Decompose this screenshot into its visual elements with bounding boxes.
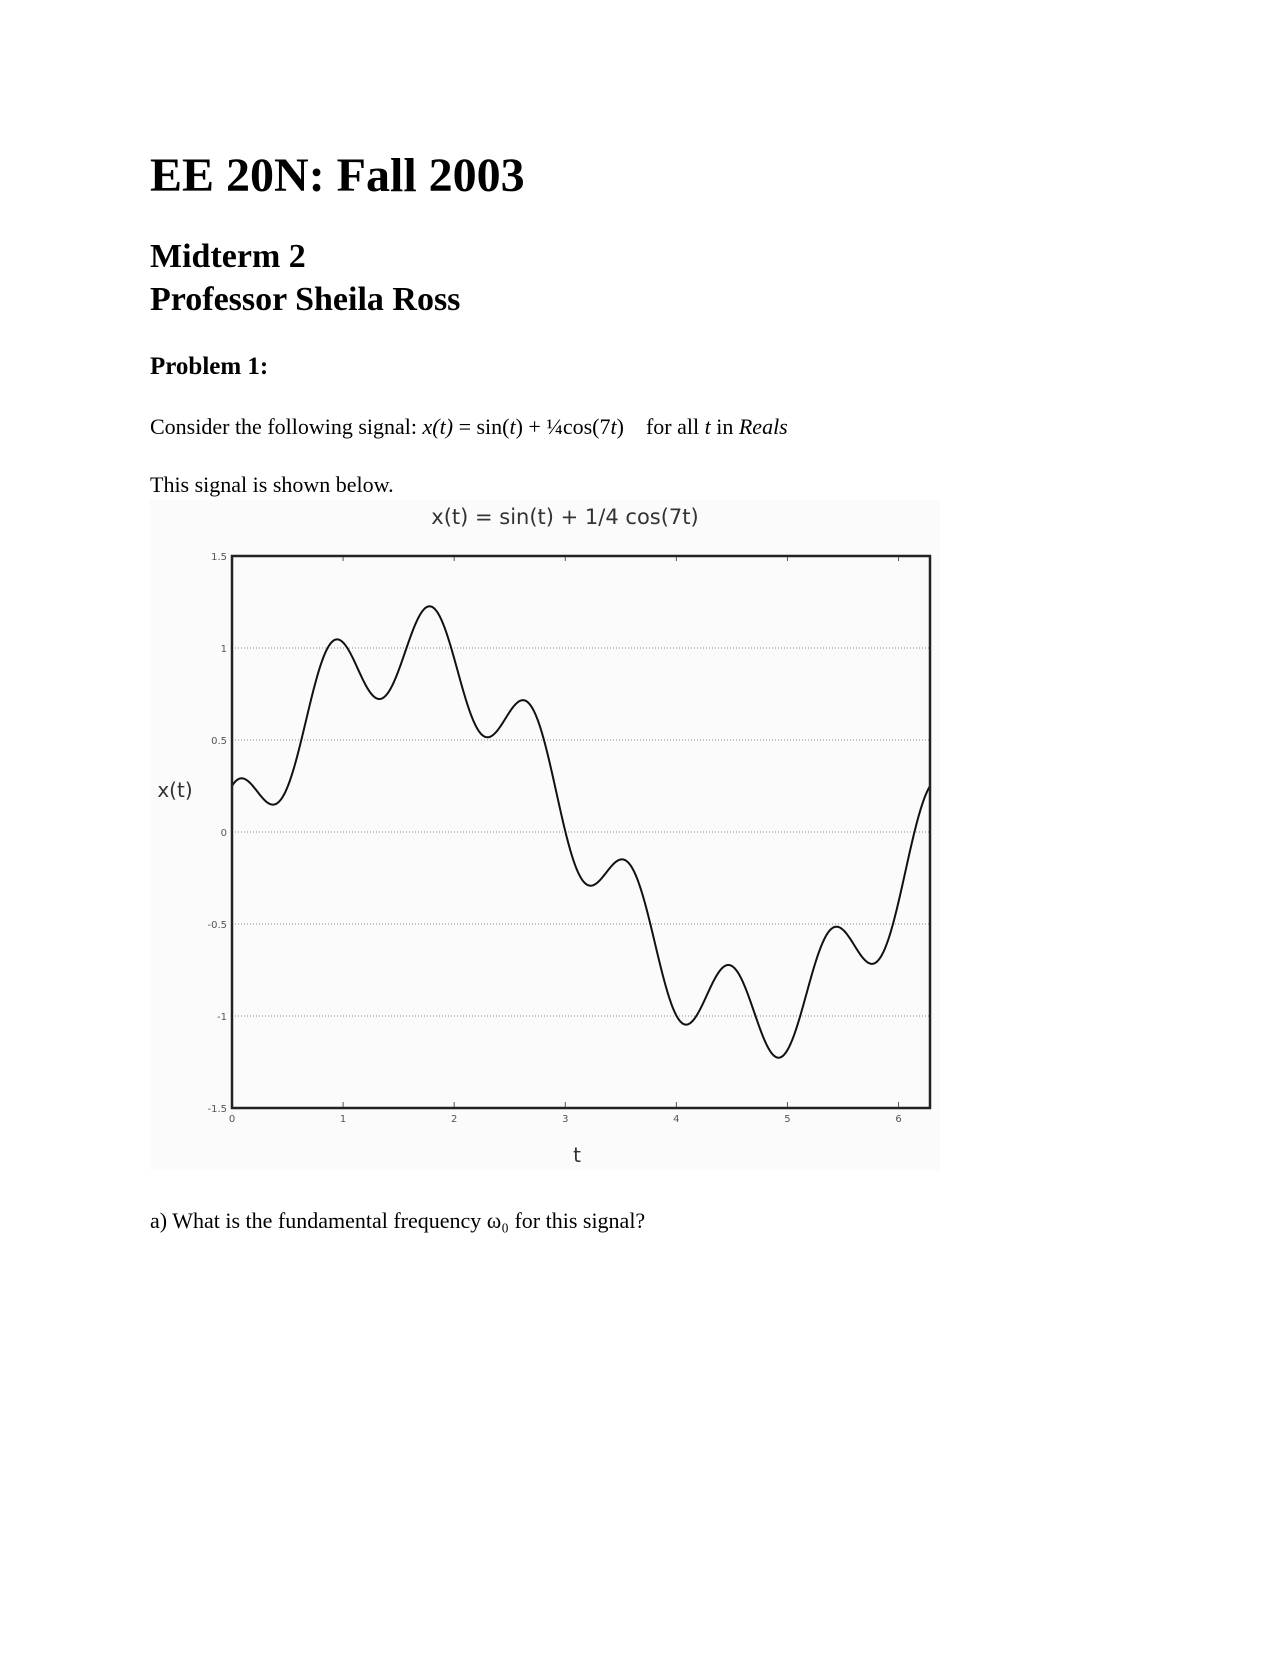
x-tick-label: 1 [340, 1114, 346, 1125]
y-tick-label: -1 [217, 1012, 227, 1023]
question-a: a) What is the fundamental frequency ω₀ … [150, 1208, 646, 1233]
x-tick-label: 5 [784, 1114, 790, 1125]
chart-title: x(t) = sin(t) + 1/4 cos(7t) [431, 505, 698, 529]
problem-heading: Problem 1: [150, 353, 269, 380]
y-tick-label: 1.5 [211, 552, 227, 563]
x-tick-label: 0 [229, 1114, 235, 1125]
x-tick-label: 3 [562, 1114, 568, 1125]
plot-frame [230, 554, 932, 1110]
y-tick-label: 0 [221, 828, 227, 839]
x-tick-label: 4 [673, 1114, 679, 1125]
y-tick-label: -1.5 [207, 1104, 227, 1115]
y-tick-label: 1 [221, 644, 227, 655]
shown-below-text: This signal is shown below. [150, 472, 394, 497]
x-axis-label: t [573, 1143, 581, 1167]
chart-background [150, 500, 940, 1170]
y-tick-label: -0.5 [207, 920, 227, 931]
signal-chart: x(t) = sin(t) + 1/4 cos(7t) x(t) t 1.5 1 0… [150, 500, 940, 1170]
signal-line [231, 605, 931, 1059]
exam-name: Midterm 2 [150, 238, 306, 275]
y-tick-label: 0.5 [211, 736, 227, 747]
x-tick-label: 2 [451, 1114, 457, 1125]
professor-name: Professor Sheila Ross [150, 281, 461, 318]
signal-statement: Consider the following signal: x(t) = si… [150, 414, 788, 439]
document-title: EE 20N: Fall 2003 [150, 149, 525, 202]
x-tick-label: 6 [895, 1114, 901, 1125]
y-axis-label: x(t) [157, 778, 192, 802]
